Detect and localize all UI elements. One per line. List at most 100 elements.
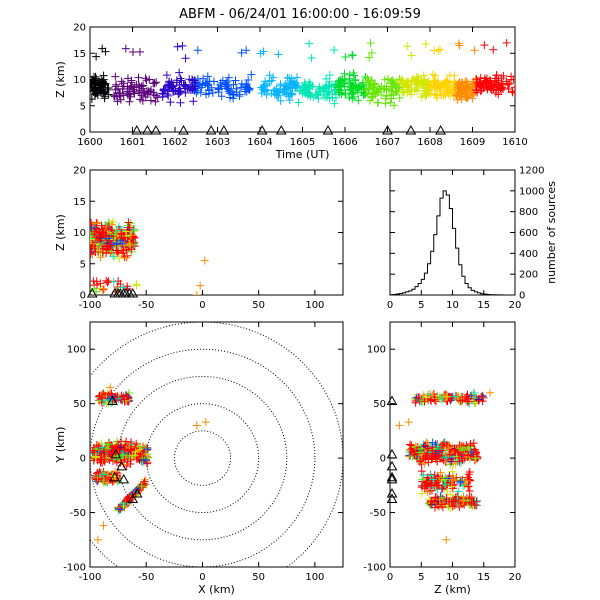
source-point bbox=[119, 91, 128, 100]
source-point bbox=[377, 90, 386, 99]
source-point bbox=[244, 76, 253, 85]
x-tick-label: 0 bbox=[199, 572, 205, 583]
source-point bbox=[436, 45, 445, 54]
source-point bbox=[98, 44, 107, 53]
source-point bbox=[320, 93, 329, 102]
y-tick-label: 20 bbox=[73, 166, 86, 177]
source-point bbox=[338, 79, 347, 88]
source-point bbox=[96, 279, 105, 288]
source-point bbox=[457, 83, 466, 92]
source-point bbox=[143, 90, 152, 99]
source-point bbox=[128, 451, 137, 460]
x-tick-label: 20 bbox=[509, 572, 522, 583]
source-point bbox=[460, 87, 469, 96]
source-point bbox=[410, 450, 419, 459]
source-point bbox=[267, 76, 276, 85]
source-point bbox=[421, 39, 430, 48]
source-point bbox=[400, 88, 409, 97]
x-tick-label: 50 bbox=[252, 300, 265, 311]
source-point bbox=[420, 77, 429, 86]
x-tick-label: 1608 bbox=[417, 137, 442, 148]
source-point bbox=[260, 81, 269, 90]
source-point bbox=[292, 79, 301, 88]
source-point bbox=[455, 41, 464, 50]
source-point bbox=[205, 86, 214, 95]
source-point bbox=[166, 98, 175, 107]
source-point bbox=[224, 85, 233, 94]
y-tick-label: -100 bbox=[363, 563, 386, 574]
plot-area bbox=[395, 388, 494, 544]
x-tick-label: 1606 bbox=[332, 137, 357, 148]
source-point bbox=[139, 84, 148, 93]
source-point bbox=[481, 76, 490, 85]
source-point bbox=[426, 498, 435, 507]
source-point bbox=[189, 97, 198, 106]
ground-strike-marker bbox=[435, 124, 446, 135]
source-point bbox=[131, 489, 140, 498]
outlier-point bbox=[93, 535, 102, 544]
source-point bbox=[322, 74, 331, 83]
source-point bbox=[127, 245, 136, 254]
source-point bbox=[473, 88, 482, 97]
y-tick-label: 200 bbox=[519, 270, 538, 281]
source-point bbox=[443, 392, 452, 401]
source-point bbox=[109, 232, 118, 241]
source-point bbox=[274, 50, 283, 59]
source-point bbox=[325, 80, 334, 89]
source-point bbox=[365, 53, 374, 62]
source-point bbox=[349, 81, 358, 90]
x-tick-label: -100 bbox=[79, 572, 102, 583]
y-tick-label: 600 bbox=[519, 228, 538, 239]
source-point bbox=[285, 96, 294, 105]
source-point bbox=[433, 485, 442, 494]
source-point bbox=[357, 82, 366, 91]
x-tick-label: 1600 bbox=[77, 137, 102, 148]
source-point bbox=[426, 389, 435, 398]
source-point bbox=[433, 442, 442, 451]
source-point bbox=[445, 71, 454, 80]
source-point bbox=[426, 471, 435, 480]
x-tick-label: 10 bbox=[446, 300, 459, 311]
source-point bbox=[134, 80, 143, 89]
source-point bbox=[95, 246, 104, 255]
source-point bbox=[102, 249, 111, 258]
x-tick-label: 5 bbox=[418, 300, 424, 311]
source-point bbox=[488, 81, 497, 90]
source-point bbox=[286, 78, 295, 87]
source-point bbox=[330, 99, 339, 108]
source-point bbox=[319, 86, 328, 95]
y-tick-label: 5 bbox=[80, 259, 86, 270]
y-tick-label: 0 bbox=[519, 291, 525, 302]
source-point bbox=[92, 74, 101, 83]
source-point bbox=[466, 439, 475, 448]
source-point bbox=[421, 441, 430, 450]
source-point bbox=[427, 497, 436, 506]
source-point bbox=[502, 38, 511, 47]
source-point bbox=[117, 77, 126, 86]
source-point bbox=[127, 76, 136, 85]
source-point bbox=[97, 85, 106, 94]
source-point bbox=[118, 239, 127, 248]
outlier-point bbox=[99, 521, 108, 530]
source-point bbox=[475, 81, 484, 90]
source-point bbox=[259, 82, 268, 91]
plot-area bbox=[90, 38, 515, 110]
source-point bbox=[428, 454, 437, 463]
y-vs-z-panel: 0 5 10 15 20 -100 -50 0 50 100 Z (km) bbox=[363, 321, 522, 596]
source-point bbox=[415, 448, 424, 457]
ground-strike-marker bbox=[142, 124, 153, 135]
source-point bbox=[390, 79, 399, 88]
source-point bbox=[96, 86, 105, 95]
source-point bbox=[120, 455, 129, 464]
source-point bbox=[126, 241, 135, 250]
source-point bbox=[176, 74, 185, 83]
source-point bbox=[438, 441, 447, 450]
source-point bbox=[114, 84, 123, 93]
source-point bbox=[109, 252, 118, 261]
source-point bbox=[435, 495, 444, 504]
source-point bbox=[176, 98, 185, 107]
source-point bbox=[98, 394, 107, 403]
source-point bbox=[99, 79, 108, 88]
